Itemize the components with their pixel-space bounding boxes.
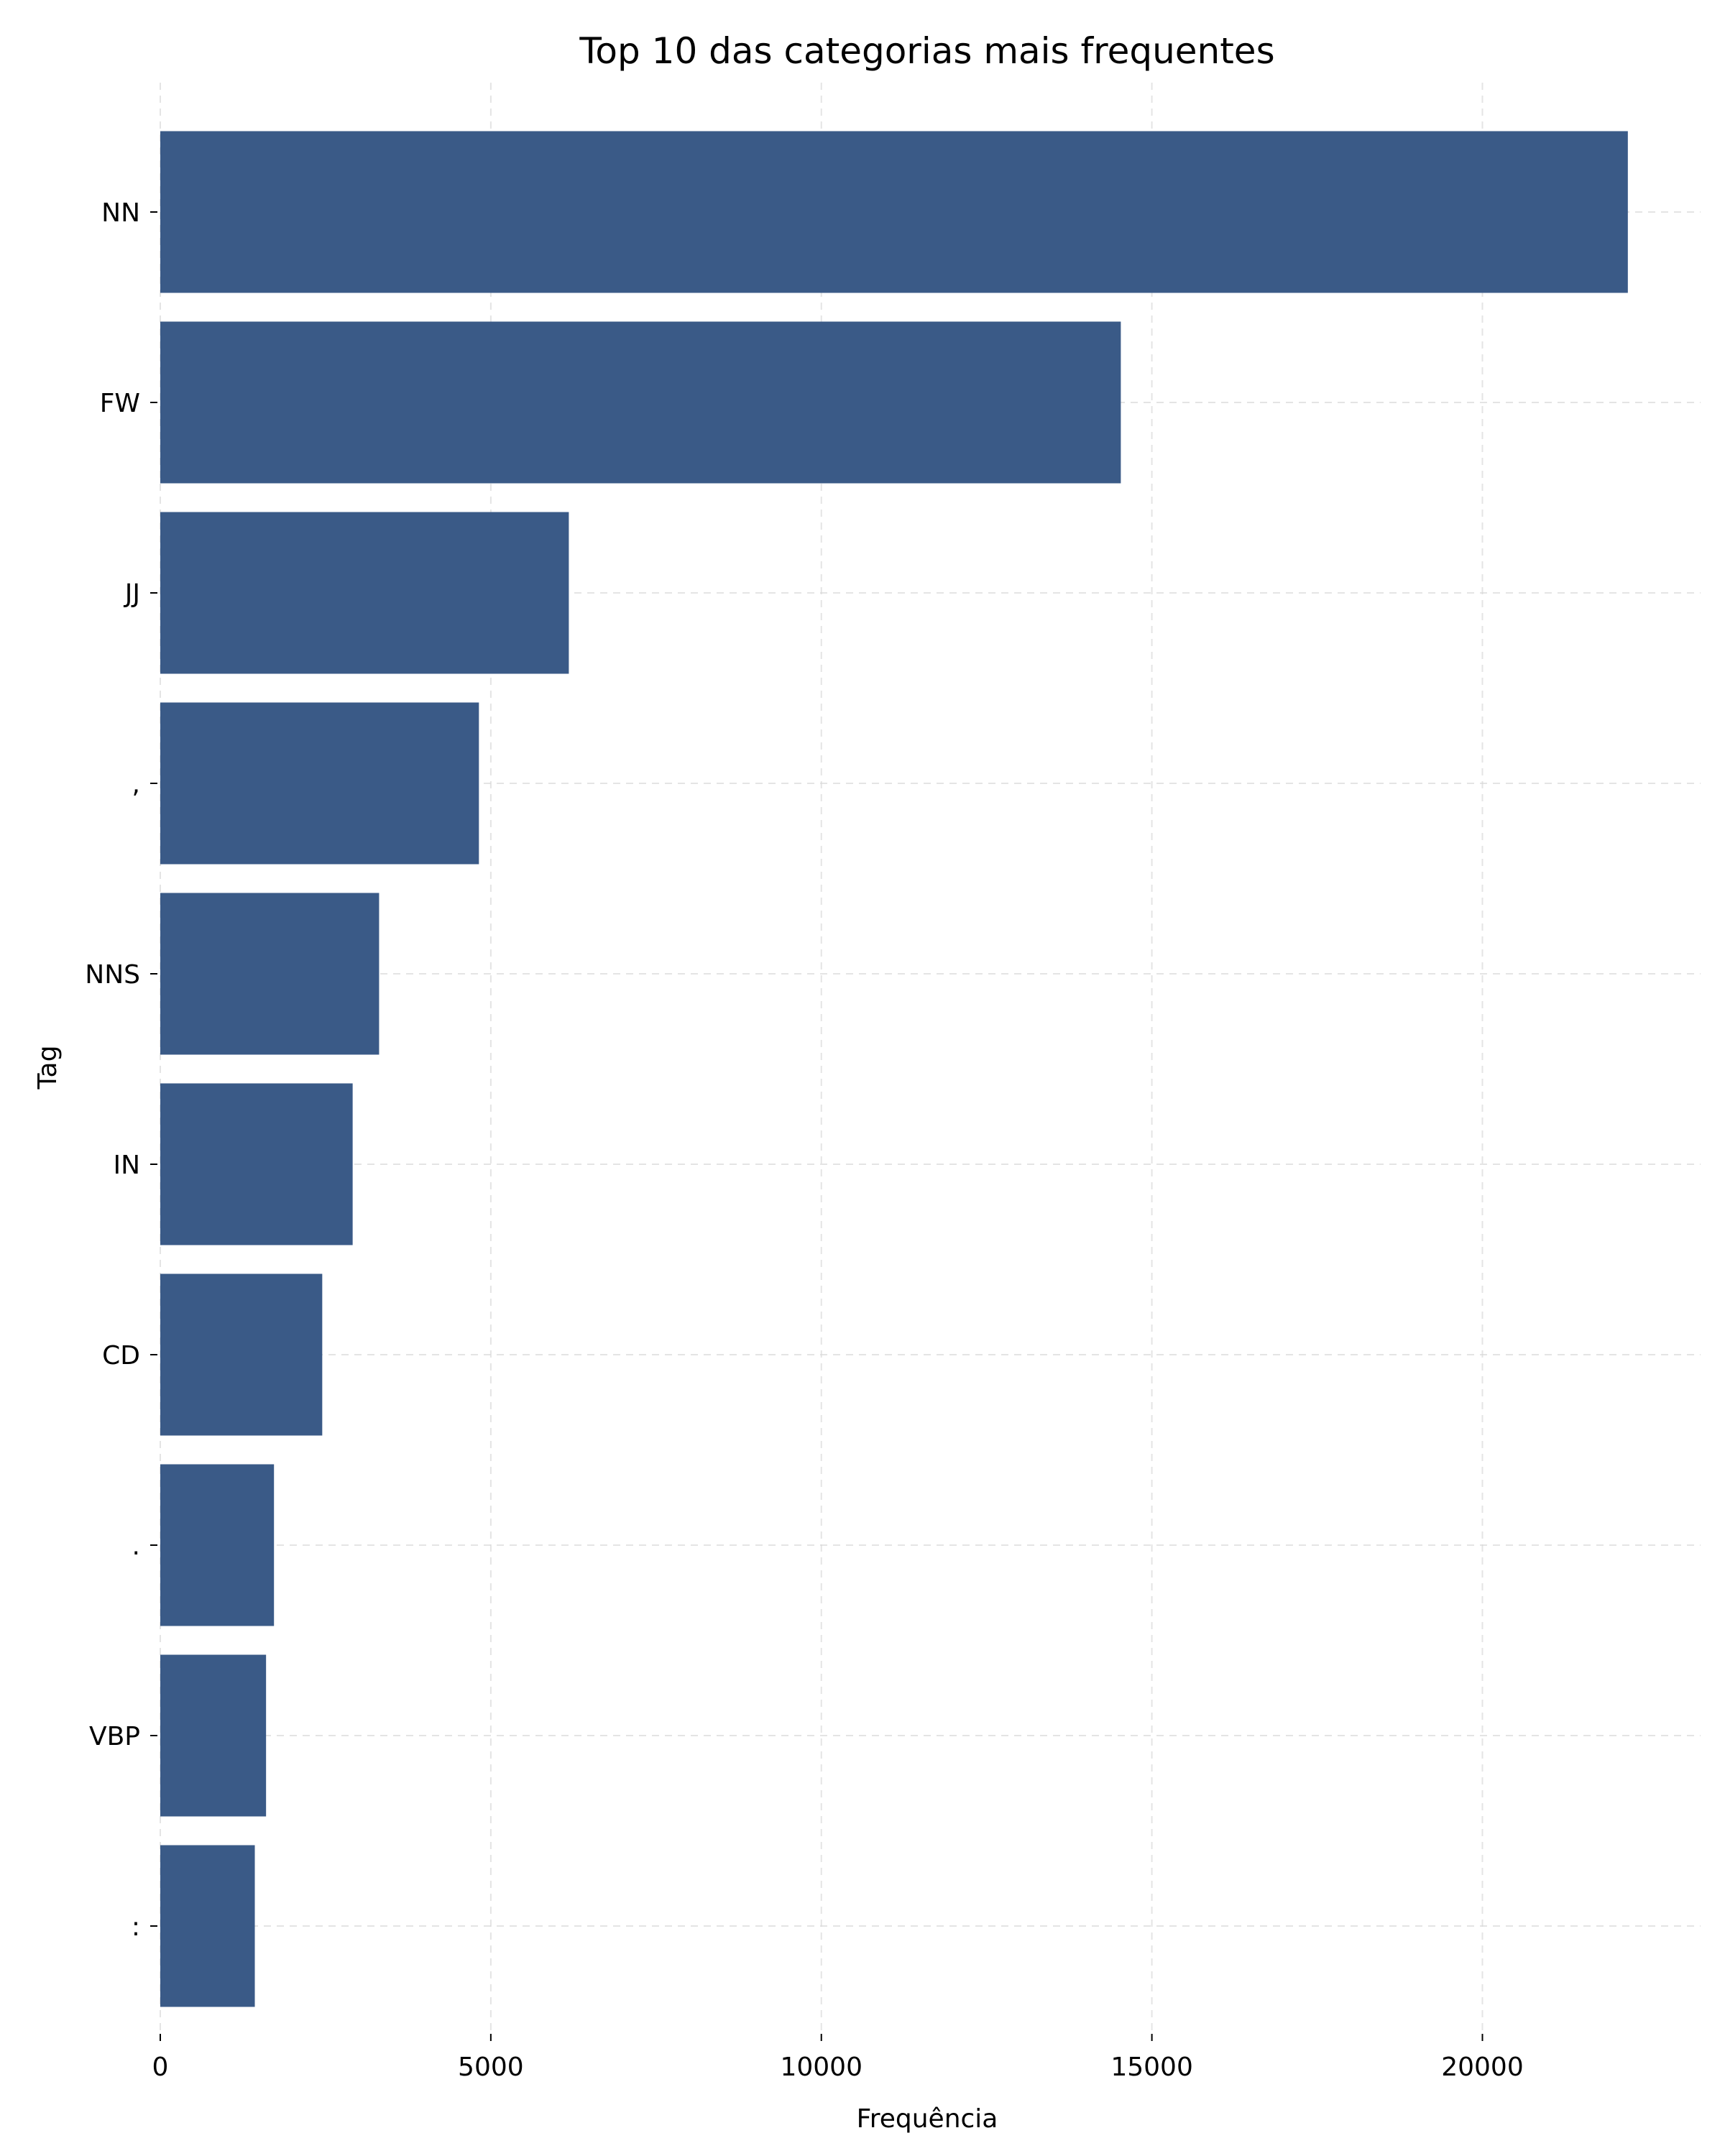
y-tick-label: : (132, 1912, 140, 1942)
y-tick-label: FW (100, 389, 140, 418)
y-tick-label: CD (102, 1341, 140, 1370)
bar (160, 702, 479, 865)
y-axis-label: Tag (33, 1046, 63, 1090)
bar (160, 512, 569, 674)
y-tick-label: NN (101, 198, 140, 228)
y-tick-label: NNS (85, 960, 140, 990)
y-axis-ticks: NN FW JJ, NNS IN CD. VBP: (85, 198, 157, 1942)
bar (160, 893, 380, 1055)
y-tick-label: VBP (89, 1722, 140, 1751)
bar (160, 321, 1121, 484)
y-tick-label: . (132, 1531, 140, 1561)
y-tick-label: IN (113, 1151, 140, 1180)
x-axis-ticks: 0 5000 10000 15000 20000 (152, 2034, 1524, 2082)
x-tick-label: 20000 (1441, 2053, 1524, 2082)
bar (160, 1083, 353, 1245)
x-tick-label: 0 (152, 2053, 169, 2082)
y-tick-label: JJ (124, 579, 140, 609)
x-axis-label: Frequência (857, 2104, 998, 2134)
chart-title: Top 10 das categorias mais frequentes (579, 30, 1274, 72)
x-tick-label: 5000 (458, 2053, 524, 2082)
x-tick-label: 10000 (780, 2053, 862, 2082)
x-tick-label: 15000 (1110, 2053, 1193, 2082)
bar (160, 1464, 275, 1626)
bars (160, 131, 1628, 2007)
bar (160, 1654, 267, 1817)
grid-lines (160, 83, 1701, 2034)
y-tick-label: , (132, 770, 140, 799)
bar (160, 1845, 255, 2007)
bar (160, 1273, 323, 1436)
bar (160, 131, 1628, 293)
